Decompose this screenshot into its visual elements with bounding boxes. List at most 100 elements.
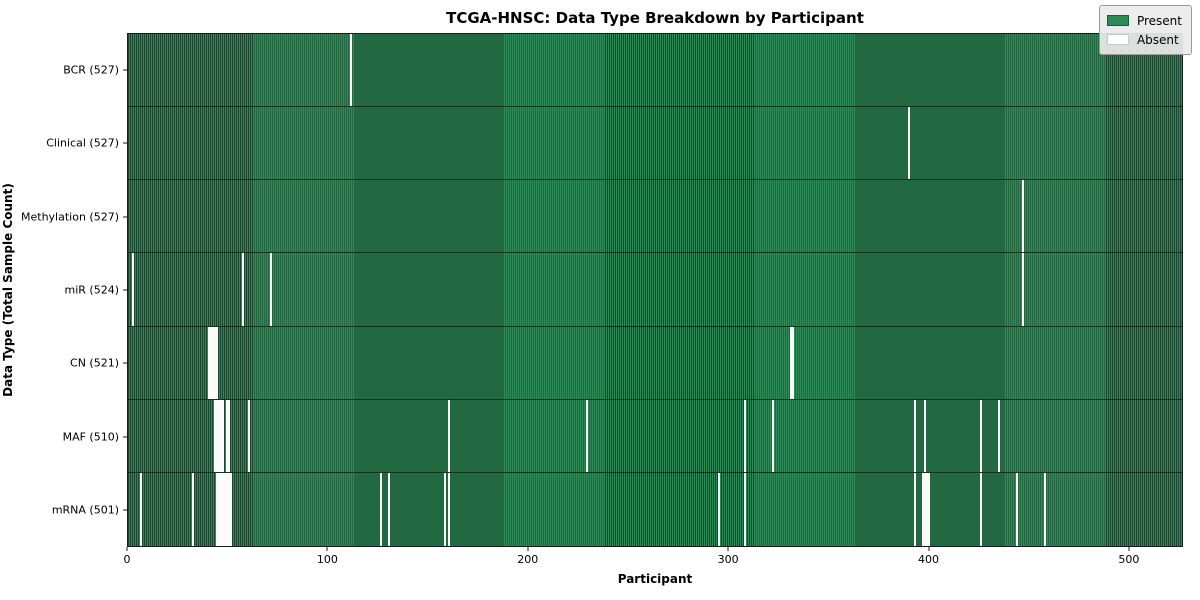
absent-mark [220,472,222,546]
absent-mark [790,326,792,399]
absent-mark [926,472,928,546]
absent-mark [220,399,222,472]
x-tick-label-100: 100 [316,553,338,566]
absent-mark [922,472,924,546]
x-tick-mark [928,547,930,551]
y-tick-mark [123,142,127,144]
absent-mark [224,472,226,546]
y-tick-mark [123,362,127,364]
legend-entry-present: Present [1106,11,1182,30]
heatmap-row-methylation [128,180,1182,254]
absent-mark [228,399,230,472]
absent-mark [1022,180,1024,253]
plot-area [127,33,1183,547]
absent-mark [228,472,230,546]
absent-mark [914,399,916,472]
x-tick-label-400: 400 [918,553,940,566]
heatmap-row-clinical [128,107,1182,181]
absent-mark [444,472,446,546]
legend-label-absent: Absent [1136,32,1179,47]
absent-mark [140,472,142,546]
x-tick-marks: 0 100 200 300 400 500 [123,547,1183,571]
y-tick-label-bcr: BCR (527) [63,63,119,77]
absent-mark [1022,253,1024,326]
y-tick-label-methylation: Methylation (527) [21,210,119,224]
absent-mark [1044,472,1046,546]
chart-title: TCGA-HNSC: Data Type Breakdown by Partic… [446,9,864,27]
absent-mark [230,472,232,546]
absent-mark [216,326,218,399]
absent-mark [772,399,774,472]
absent-mark [350,34,352,107]
absent-mark [448,472,450,546]
y-tick-label-mir: miR (524) [64,283,120,297]
y-tick-label-maf: MAF (510) [62,430,119,444]
absent-mark [586,399,588,472]
absent-mark [744,472,746,546]
absent-mark [216,472,218,546]
y-tick-label-mrna: mRNA (501) [51,503,119,517]
absent-mark [980,472,982,546]
absent-mark [212,326,214,399]
y-tick-mark [123,509,127,511]
y-tick-mark [123,69,127,71]
absent-mark [192,472,194,546]
x-axis-label: Participant [617,572,693,586]
present-swatch-icon [1106,15,1129,26]
absent-mark [218,399,220,472]
heatmap-row-bcr [128,34,1182,108]
y-tick-labels: BCR (527) Clinical (527) Methylation (527)… [0,33,119,547]
absent-mark [270,253,272,326]
x-tick-mark [1128,547,1130,551]
y-tick-label-cn: CN (521) [70,356,119,370]
absent-mark [914,472,916,546]
absent-mark [980,399,982,472]
x-tick-mark [527,547,529,551]
x-tick-mark [126,547,128,551]
y-tick-mark [123,216,127,218]
absent-mark [242,253,244,326]
heatmap-row-maf [128,399,1182,473]
x-tick-label-0: 0 [123,553,131,566]
heatmap-row-mir [128,253,1182,327]
absent-mark [448,399,450,472]
absent-mark [924,472,926,546]
x-tick-label-200: 200 [517,553,539,566]
absent-mark [221,399,224,472]
absent-mark [210,326,212,399]
x-tick-label-500: 500 [1118,553,1140,566]
x-tick-mark [326,547,328,551]
absent-mark [998,399,1000,472]
y-tick-label-clinical: Clinical (527) [46,136,119,150]
legend: Present Absent [1098,5,1192,55]
legend-entry-absent: Absent [1106,30,1182,49]
absent-mark [924,399,926,472]
absent-mark [792,326,794,399]
absent-mark [388,472,390,546]
x-tick-mark [727,547,729,551]
absent-mark [216,399,218,472]
absent-mark [131,253,134,326]
absent-mark [380,472,382,546]
absent-mark [218,472,220,546]
absent-mark [248,399,250,472]
absent-mark [226,472,228,546]
heatmap-row-mrna [128,472,1182,546]
absent-mark [226,399,228,472]
absent-mark [208,326,210,399]
absent-swatch-icon [1106,34,1129,45]
absent-mark [1016,472,1018,546]
absent-mark [214,399,216,472]
absent-mark [928,472,930,546]
heatmap-row-cn [128,326,1182,400]
legend-label-present: Present [1136,13,1182,28]
absent-mark [221,472,224,546]
y-tick-marks [123,33,127,547]
absent-mark [718,472,720,546]
absent-mark [908,107,910,180]
absent-mark [214,326,216,399]
absent-mark [744,399,746,472]
y-tick-mark [123,436,127,438]
x-tick-label-300: 300 [717,553,739,566]
